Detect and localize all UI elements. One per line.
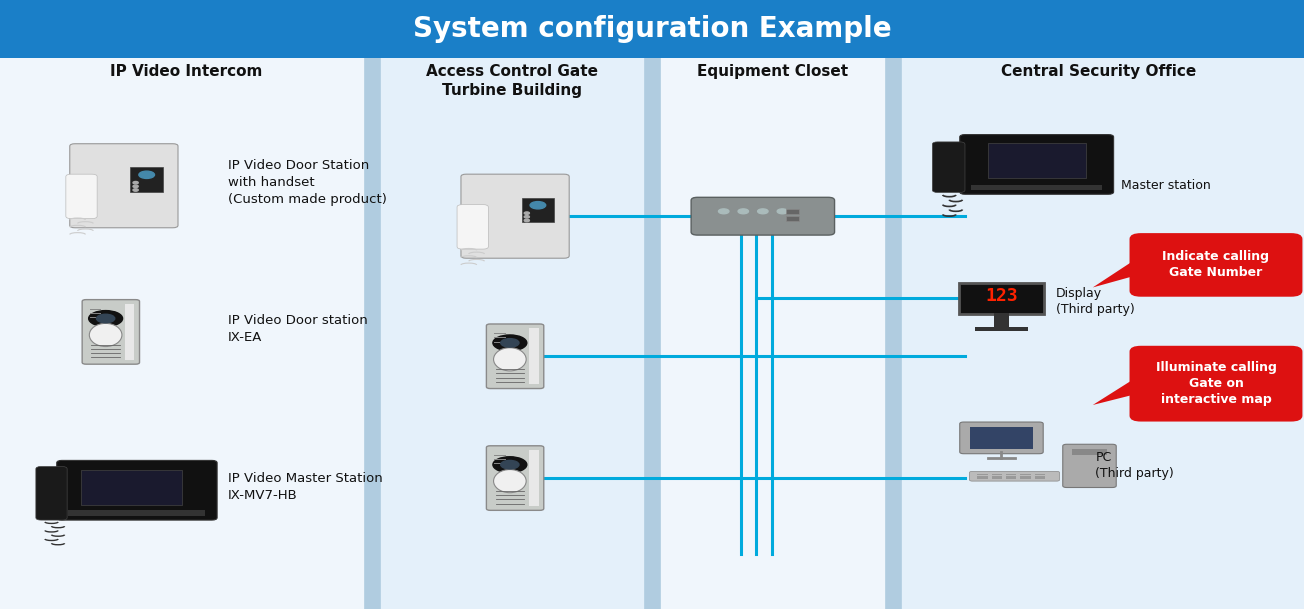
FancyBboxPatch shape xyxy=(652,58,893,609)
FancyBboxPatch shape xyxy=(130,167,163,192)
Text: Equipment Closet: Equipment Closet xyxy=(698,64,848,79)
Circle shape xyxy=(96,314,115,323)
FancyBboxPatch shape xyxy=(70,144,177,228)
FancyBboxPatch shape xyxy=(691,197,835,235)
Polygon shape xyxy=(1093,256,1141,287)
Text: Master station: Master station xyxy=(1121,179,1211,192)
FancyBboxPatch shape xyxy=(932,142,965,192)
FancyBboxPatch shape xyxy=(893,58,1304,609)
Text: Indicate calling
Gate Number: Indicate calling Gate Number xyxy=(1162,250,1270,280)
Text: System configuration Example: System configuration Example xyxy=(412,15,892,43)
FancyBboxPatch shape xyxy=(991,474,1001,475)
Circle shape xyxy=(777,209,788,214)
Circle shape xyxy=(524,219,529,222)
FancyBboxPatch shape xyxy=(0,58,372,609)
FancyBboxPatch shape xyxy=(125,304,134,360)
FancyBboxPatch shape xyxy=(978,476,988,477)
FancyBboxPatch shape xyxy=(1072,449,1107,456)
FancyBboxPatch shape xyxy=(978,477,988,479)
Ellipse shape xyxy=(89,323,121,347)
FancyBboxPatch shape xyxy=(786,216,799,221)
Circle shape xyxy=(493,457,527,473)
Text: IP Video Door station
IX-EA: IP Video Door station IX-EA xyxy=(228,314,368,344)
Text: IP Video Master Station
IX-MV7-HB: IP Video Master Station IX-MV7-HB xyxy=(228,472,383,502)
Text: IP Video Intercom: IP Video Intercom xyxy=(110,64,262,79)
FancyBboxPatch shape xyxy=(529,450,539,506)
Text: IP Video Door Station
with handset
(Custom made product): IP Video Door Station with handset (Cust… xyxy=(228,159,387,206)
FancyBboxPatch shape xyxy=(960,135,1114,194)
Text: 123: 123 xyxy=(985,287,1018,305)
FancyBboxPatch shape xyxy=(529,328,539,384)
Ellipse shape xyxy=(493,470,526,493)
FancyBboxPatch shape xyxy=(0,0,1304,58)
FancyBboxPatch shape xyxy=(486,446,544,510)
Circle shape xyxy=(529,202,545,209)
Circle shape xyxy=(758,209,768,214)
FancyBboxPatch shape xyxy=(35,466,67,520)
FancyBboxPatch shape xyxy=(81,470,181,505)
FancyBboxPatch shape xyxy=(786,209,799,214)
Circle shape xyxy=(133,189,138,191)
Ellipse shape xyxy=(493,348,526,371)
FancyBboxPatch shape xyxy=(1007,477,1017,479)
Circle shape xyxy=(133,181,138,184)
FancyBboxPatch shape xyxy=(56,460,216,520)
Polygon shape xyxy=(1093,375,1141,405)
FancyBboxPatch shape xyxy=(1020,477,1030,479)
Text: Display
(Third party): Display (Third party) xyxy=(1056,287,1134,316)
FancyBboxPatch shape xyxy=(1063,445,1116,487)
FancyBboxPatch shape xyxy=(462,174,569,258)
FancyBboxPatch shape xyxy=(1020,476,1030,477)
FancyBboxPatch shape xyxy=(372,58,652,609)
FancyBboxPatch shape xyxy=(456,205,488,249)
FancyBboxPatch shape xyxy=(1131,347,1301,420)
FancyBboxPatch shape xyxy=(1007,474,1017,475)
Circle shape xyxy=(501,339,519,347)
FancyBboxPatch shape xyxy=(1131,234,1301,296)
Text: PC
(Third party): PC (Third party) xyxy=(1095,451,1174,481)
FancyBboxPatch shape xyxy=(969,471,1059,481)
Circle shape xyxy=(524,216,529,218)
FancyBboxPatch shape xyxy=(970,427,1033,449)
Text: Illuminate calling
Gate on
interactive map: Illuminate calling Gate on interactive m… xyxy=(1155,361,1277,406)
FancyBboxPatch shape xyxy=(1020,474,1030,475)
FancyBboxPatch shape xyxy=(958,283,1043,314)
Circle shape xyxy=(493,335,527,351)
Circle shape xyxy=(138,171,155,178)
FancyBboxPatch shape xyxy=(1035,474,1046,475)
FancyBboxPatch shape xyxy=(1035,476,1046,477)
FancyBboxPatch shape xyxy=(1007,476,1017,477)
FancyBboxPatch shape xyxy=(82,300,140,364)
FancyBboxPatch shape xyxy=(988,143,1086,178)
FancyBboxPatch shape xyxy=(522,198,554,222)
FancyBboxPatch shape xyxy=(68,510,205,516)
FancyBboxPatch shape xyxy=(978,474,988,475)
Text: Access Control Gate
Turbine Building: Access Control Gate Turbine Building xyxy=(426,64,597,97)
FancyBboxPatch shape xyxy=(991,477,1001,479)
FancyBboxPatch shape xyxy=(991,476,1001,477)
Circle shape xyxy=(524,212,529,214)
FancyBboxPatch shape xyxy=(994,313,1009,329)
FancyBboxPatch shape xyxy=(1035,477,1046,479)
Circle shape xyxy=(719,209,729,214)
FancyBboxPatch shape xyxy=(971,185,1102,190)
FancyBboxPatch shape xyxy=(975,327,1028,331)
Circle shape xyxy=(738,209,748,214)
FancyBboxPatch shape xyxy=(960,422,1043,454)
Text: Central Security Office: Central Security Office xyxy=(1001,64,1196,79)
FancyBboxPatch shape xyxy=(486,324,544,389)
Circle shape xyxy=(501,460,519,469)
Circle shape xyxy=(89,311,123,326)
FancyBboxPatch shape xyxy=(65,174,96,219)
Circle shape xyxy=(133,185,138,188)
